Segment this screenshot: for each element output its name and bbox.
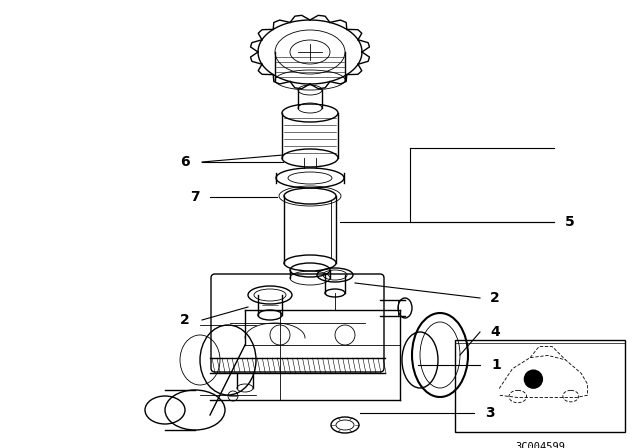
Text: 2: 2 [490,291,500,305]
Text: 3: 3 [485,406,495,420]
Text: 5: 5 [565,215,575,229]
Bar [455,340,625,432]
Text: 3C004599: 3C004599 [515,442,565,448]
Text: 4: 4 [490,325,500,339]
Text: 1: 1 [491,358,501,372]
Text: 2: 2 [180,313,190,327]
Text: 7: 7 [190,190,200,204]
Text: 6: 6 [180,155,190,169]
Circle shape [524,370,543,388]
